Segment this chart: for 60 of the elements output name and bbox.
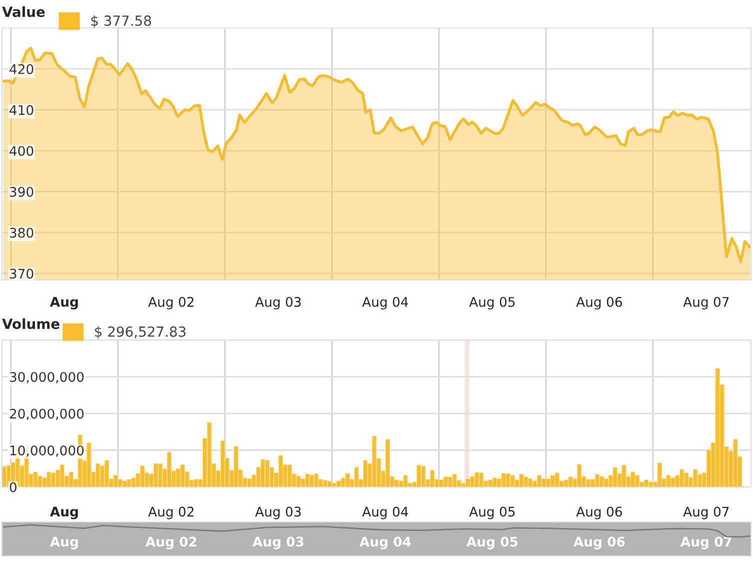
y-tick-label: 20,000,000 — [10, 408, 84, 420]
bar — [594, 474, 600, 487]
bar — [166, 452, 172, 487]
bar — [113, 474, 118, 487]
legend-label: $ 296,527.83 — [95, 326, 186, 339]
chart-title: Volume — [2, 318, 60, 330]
y-tick-label: 380 — [10, 228, 34, 238]
bar — [314, 473, 319, 487]
x-tick-label: Aug 03 — [252, 536, 304, 550]
x-tick-label: Aug 02 — [148, 296, 194, 310]
bar — [220, 440, 226, 487]
x-tick-label: Aug 03 — [255, 296, 301, 310]
bar — [684, 472, 689, 487]
bar — [60, 464, 65, 487]
y-tick-label: 10,000,000 — [10, 445, 84, 457]
x-tick-label: Aug 04 — [362, 506, 408, 520]
x-tick-label: Aug — [50, 296, 78, 310]
x-tick-label: Aug 06 — [573, 536, 625, 550]
y-tick-label: 400 — [10, 146, 34, 156]
chart-title: Value — [2, 6, 45, 18]
bar — [420, 466, 426, 487]
bar — [372, 436, 377, 487]
bar — [50, 472, 56, 487]
bar — [206, 422, 212, 487]
y-tick-label: 420 — [10, 64, 34, 74]
y-tick-label: 0 — [10, 482, 16, 492]
x-tick-label: Aug 03 — [255, 506, 301, 520]
x-tick-label: Aug 05 — [469, 296, 515, 310]
x-tick-label: Aug 07 — [683, 506, 729, 520]
bar — [104, 460, 110, 487]
x-tick-label: Aug 07 — [680, 536, 732, 550]
bar — [153, 463, 158, 487]
bar — [692, 469, 698, 487]
x-tick-label: Aug — [50, 506, 78, 520]
bar — [362, 460, 368, 487]
y-tick-label: 390 — [10, 186, 34, 197]
bar — [634, 474, 640, 487]
x-tick-label: Aug 04 — [362, 296, 408, 310]
bar — [541, 478, 546, 487]
bar — [474, 472, 480, 487]
bar — [264, 460, 270, 487]
y-tick-label: 30,000,000 — [10, 372, 84, 384]
bar — [46, 472, 52, 487]
x-tick-label: Aug — [50, 536, 78, 550]
bar — [158, 463, 163, 487]
legend-label: $ 377.58 — [91, 15, 152, 28]
x-tick-label: Aug 06 — [576, 506, 622, 520]
y-tick-label: 370 — [10, 268, 34, 279]
bar — [95, 463, 100, 487]
bar — [260, 459, 266, 487]
bar — [478, 472, 484, 487]
x-tick-label: Aug 06 — [576, 296, 622, 310]
x-tick-label: Aug 07 — [683, 296, 729, 310]
x-tick-label: Aug 05 — [469, 506, 515, 520]
x-tick-label: Aug 02 — [148, 506, 194, 520]
bar — [528, 478, 533, 487]
x-tick-label: Aug 04 — [359, 536, 411, 550]
y-tick-label: 410 — [10, 105, 34, 116]
x-tick-label: Aug 05 — [466, 536, 518, 550]
x-tick-label: Aug 02 — [145, 536, 196, 550]
